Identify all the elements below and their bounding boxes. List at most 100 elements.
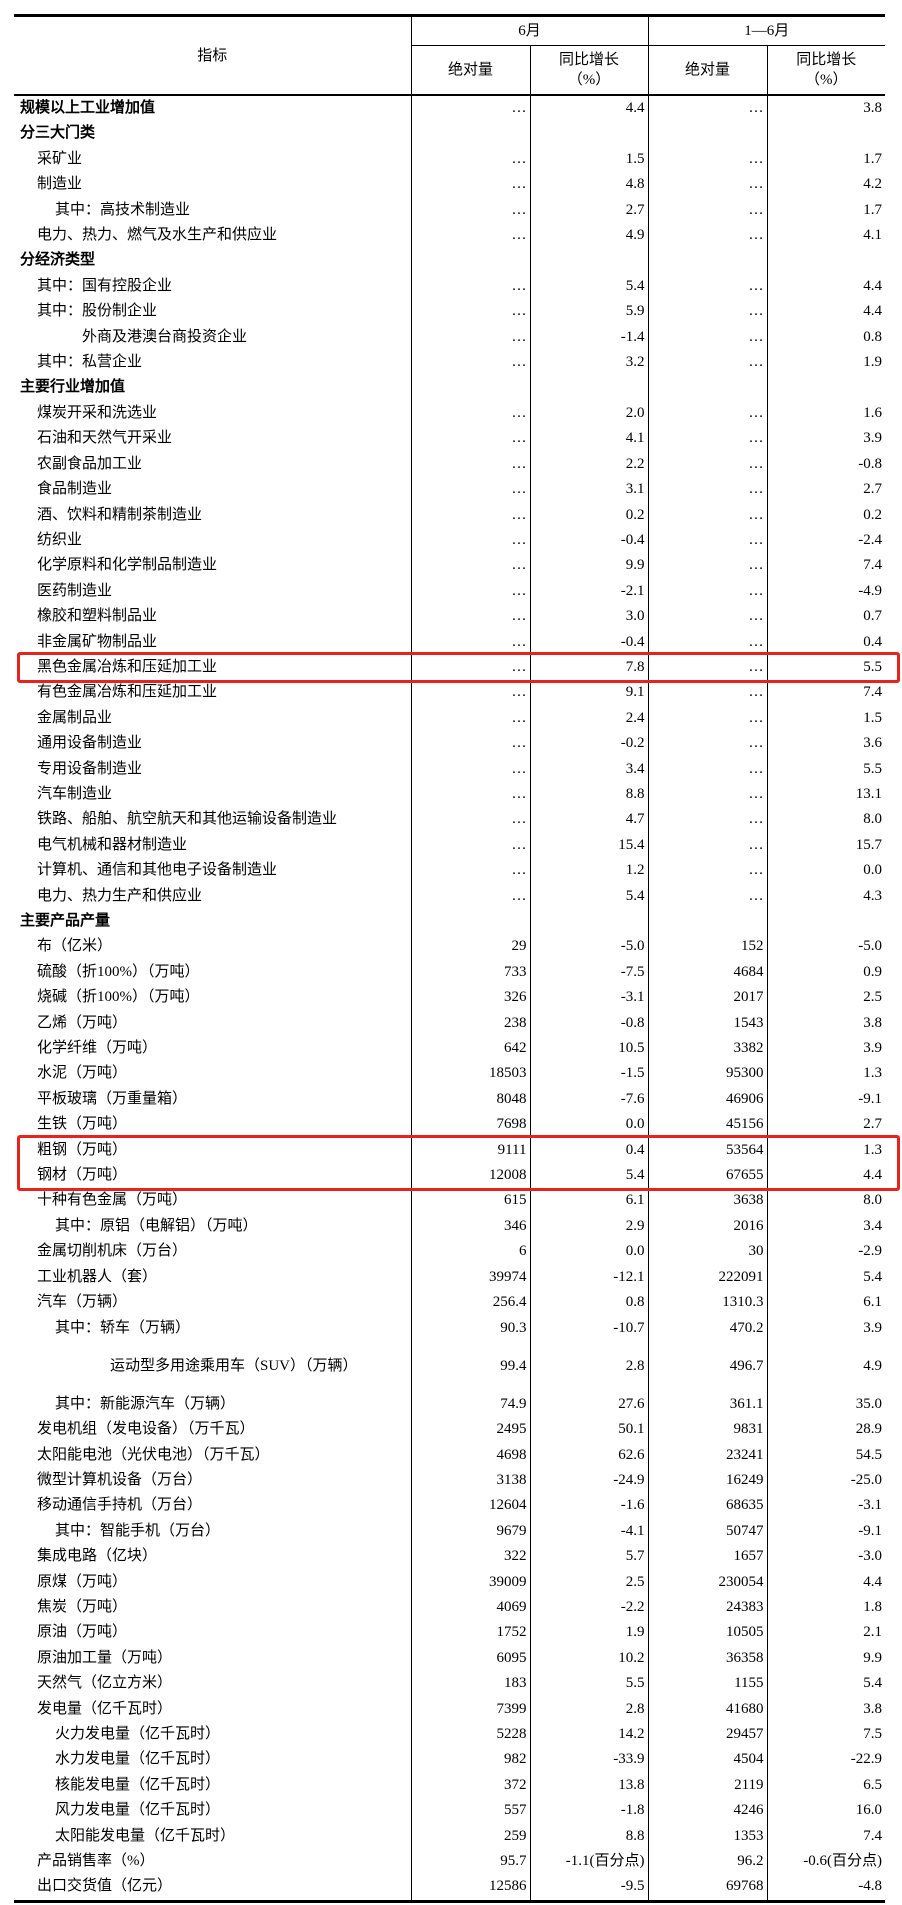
cell-june-absolute: 39974 [410,1264,530,1291]
cell-cumulative-yoy: -2.9 [766,1239,886,1265]
table-row: 医药制造业… -2.1… -4.9 [14,578,886,605]
cell-june-yoy: 5.9 [529,299,649,325]
cell-cumulative-absolute: 1543 [647,1010,768,1037]
cell-june-absolute: … [410,324,530,351]
table-row: 天然气（亿立方米） 183 5.5 1155 5.4 [14,1671,886,1697]
cell-june-yoy: 4.8 [529,172,649,198]
cell-june-absolute: 5228 [410,1721,530,1748]
cell-cumulative-yoy: -4.8 [766,1874,886,1902]
cell-cumulative-absolute: 2119 [647,1772,768,1799]
row-label: 微型计算机设备（万台） [37,1471,203,1488]
row-label: 主要行业增加值 [20,379,126,396]
yoy-header-line2: （%） [805,72,848,88]
cell-june-yoy: -4.1 [529,1518,649,1545]
row-label: 焦炭（万吨） [37,1598,128,1615]
row-label: 石油和天然气开采业 [37,430,173,447]
table-row: 发电机组（发电设备）（万千瓦） 2495 50.1 9831 28.9 [14,1417,886,1443]
yoy-header-line2: （%） [567,72,611,88]
cell-june-yoy: 4.7 [529,807,649,833]
cell-june-yoy: -0.2 [529,731,649,757]
table-row: 生铁（万吨） 7698 0.0 45156 2.7 [14,1112,886,1138]
cell-cumulative-absolute: 230054 [647,1569,768,1595]
row-label: 金属切削机床（万台） [37,1243,188,1260]
cell-june-absolute: 3138 [410,1467,530,1494]
cell-cumulative-yoy: 13.1 [766,781,886,808]
cell-cumulative-yoy: 1.5 [766,705,886,732]
table-row: 其中：高技术制造业… 2.7… 1.7 [14,197,886,224]
cell-cumulative-yoy: 2.7 [766,477,886,503]
cell-cumulative-yoy: 16.0 [766,1798,886,1824]
cell-june-yoy: 1.5 [529,146,649,173]
cell-cumulative-yoy: 7.4 [766,553,886,579]
cell-cumulative-absolute: 23241 [647,1442,768,1468]
cell-june-yoy: 0.2 [529,502,649,528]
cell-cumulative-absolute [647,248,768,274]
row-label: 产品销售率（%） [37,1853,155,1870]
cell-june-absolute: … [410,654,530,681]
cell-cumulative-yoy: 0.8 [766,324,886,351]
cell-cumulative-yoy [766,121,886,147]
table-row: 其中：新能源汽车（万辆） 74.9 27.6 361.1 35.0 [14,1391,886,1418]
cell-june-yoy: -1.6 [529,1493,649,1519]
cell-june-yoy: 5.4 [529,273,649,300]
cell-cumulative-absolute: 29457 [647,1721,768,1748]
cell-june-absolute: 99.4 [410,1340,530,1392]
cell-cumulative-absolute: 3638 [647,1188,768,1214]
cell-cumulative-yoy: 7.5 [766,1721,886,1748]
row-label: 粗钢（万吨） [37,1141,128,1158]
row-label: 农副食品加工业 [37,455,143,472]
cell-june-yoy: 8.8 [529,1823,649,1850]
cell-cumulative-absolute: 67655 [647,1163,768,1189]
cell-june-absolute: … [410,604,530,630]
cell-cumulative-absolute: … [647,502,768,528]
cell-cumulative-yoy: 6.1 [766,1290,886,1316]
cell-june-absolute: … [410,858,530,884]
cell-june-absolute: … [410,400,530,427]
table-row: 烧碱（折100%）（万吨） 326 -3.1 2017 2.5 [14,985,886,1011]
cell-june-absolute: 372 [410,1772,530,1799]
cell-cumulative-absolute: … [647,654,768,681]
table-row: 移动通信手持机（万台） 12604 -1.6 68635 -3.1 [14,1493,886,1519]
cell-june-absolute: … [410,146,530,173]
cell-cumulative-absolute: … [647,604,768,630]
cell-cumulative-yoy: 3.4 [766,1213,886,1240]
cell-june-yoy: -33.9 [529,1747,649,1773]
row-label: 外商及港澳台商投资企业 [37,328,248,345]
cell-cumulative-yoy: -9.1 [766,1518,886,1545]
cell-june-yoy: -7.5 [529,959,649,986]
table-row: 汽车制造业… 8.8… 13.1 [14,781,886,808]
row-label: 原煤（万吨） [37,1573,128,1590]
row-label: 通用设备制造业 [37,735,143,752]
cell-cumulative-yoy: 0.7 [766,604,886,630]
row-label: 其中：新能源汽车（万辆） [55,1395,236,1412]
cell-cumulative-absolute: … [647,781,768,808]
cell-june-yoy: -7.6 [529,1086,649,1113]
cell-june-yoy: 0.0 [529,1239,649,1265]
table-row: 外商及港澳台商投资企业… -1.4… 0.8 [14,324,886,351]
cell-cumulative-absolute: 50747 [647,1518,768,1545]
table-row: 原煤（万吨） 39009 2.5 230054 4.4 [14,1569,886,1595]
cell-cumulative-absolute: 470.2 [647,1315,768,1341]
cell-cumulative-yoy: 1.3 [766,1137,886,1164]
row-label: 其中：原铝（电解铝）（万吨） [55,1217,258,1234]
cell-cumulative-yoy: 5.4 [766,1671,886,1697]
cell-cumulative-yoy: 1.3 [766,1061,886,1087]
cell-june-absolute: … [410,299,530,325]
cell-cumulative-absolute: … [647,629,768,655]
cell-june-absolute: 326 [410,985,530,1011]
row-label: 黑色金属冶炼和压延加工业 [37,658,218,675]
cell-june-absolute: … [410,95,530,122]
cell-june-absolute: 183 [410,1671,530,1697]
cell-cumulative-yoy: 8.0 [766,807,886,833]
cell-june-yoy: 7.8 [529,654,649,681]
cell-cumulative-yoy: 8.0 [766,1188,886,1214]
cell-june-absolute: 39009 [410,1569,530,1595]
cell-june-absolute: … [410,426,530,452]
cell-june-yoy: -24.9 [529,1467,649,1494]
table-row: 原油（万吨） 1752 1.9 10505 2.1 [14,1620,886,1646]
cell-june-absolute: … [410,223,530,249]
table-row: 非金属矿物制品业… -0.4… 0.4 [14,629,886,655]
cell-cumulative-absolute: … [647,553,768,579]
cell-cumulative-absolute: 96.2 [647,1849,768,1875]
period-june-header: 6月 [410,15,649,46]
